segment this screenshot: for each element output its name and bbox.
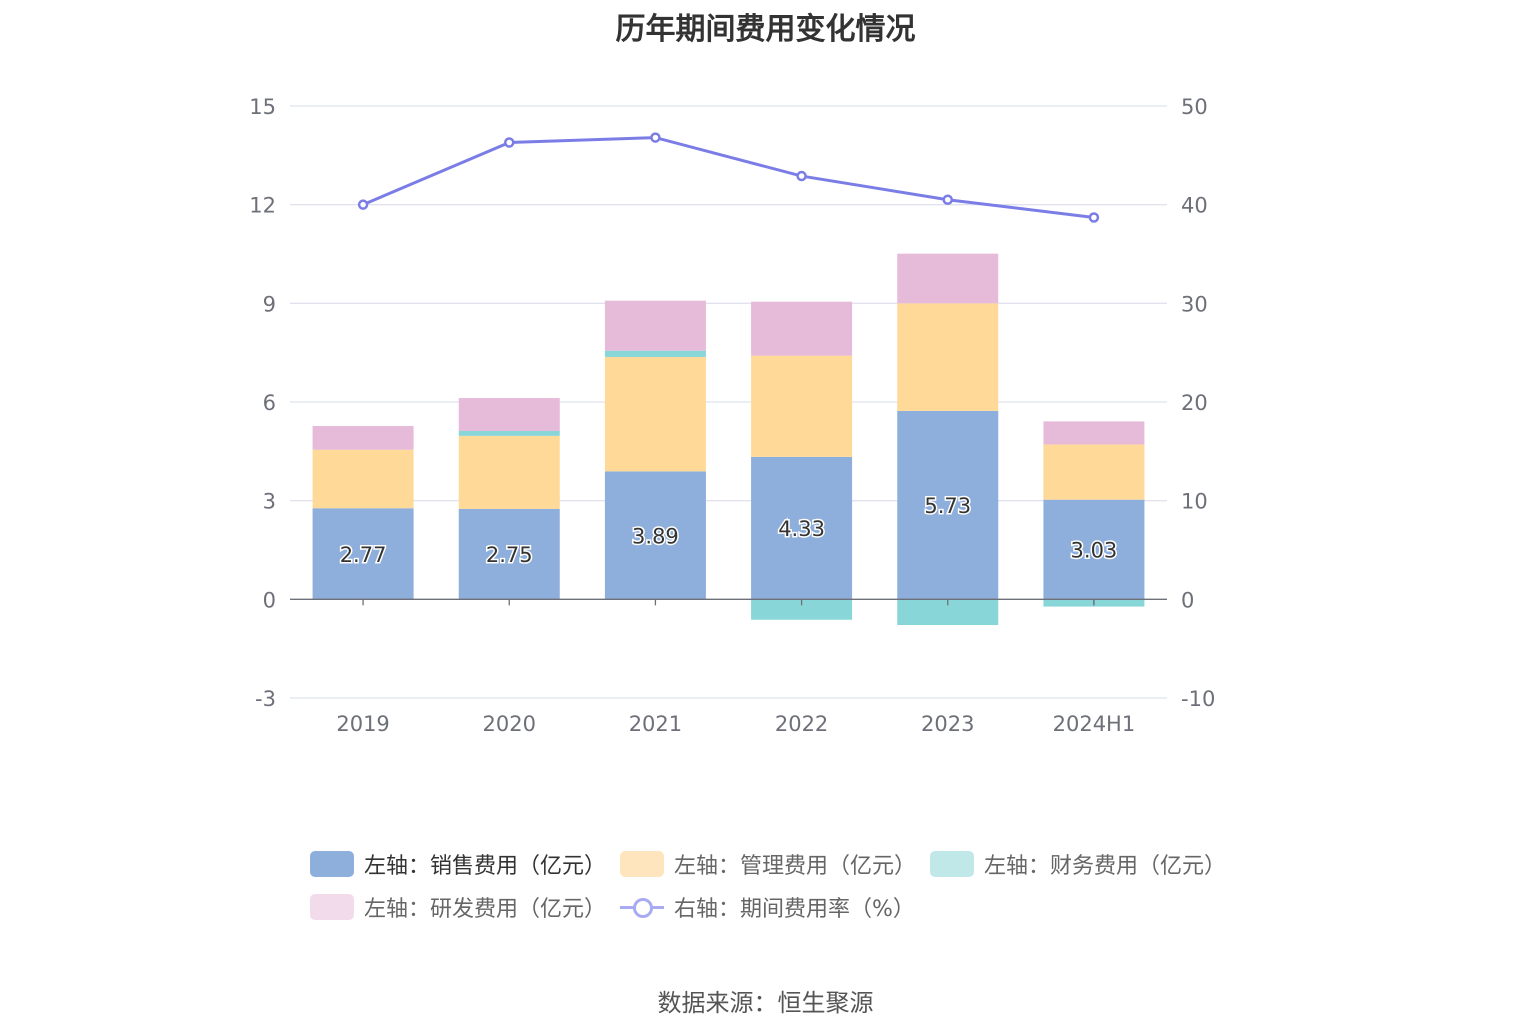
legend-label-finance: 左轴：财务费用（亿元）	[984, 854, 1227, 879]
left-axis-tick-label: 12	[249, 194, 276, 218]
expense-ratio-point	[942, 194, 953, 205]
legend-label-admin: 左轴：管理费用（亿元）	[674, 854, 917, 879]
expense-ratio-point	[504, 137, 515, 148]
legend-label-rnd: 左轴：研发费用（亿元）	[364, 897, 607, 922]
right-axis-tick-label: 0	[1181, 588, 1194, 612]
bar-1-2024H1	[1043, 444, 1145, 500]
right-axis-tick-label: -10	[1181, 687, 1215, 711]
x-axis-label: 2021	[629, 712, 682, 736]
bar-3-2021	[604, 300, 706, 351]
bar-0-2023	[897, 410, 999, 600]
legend-swatch-admin	[620, 851, 664, 877]
x-axis-label: 2022	[775, 712, 828, 736]
legend-item-finance[interactable]: 左轴：财务费用（亿元）	[930, 848, 1226, 880]
bar-1-2019	[312, 449, 414, 509]
bar-3-2024H1	[1043, 421, 1145, 445]
expense-ratio-point	[796, 170, 807, 182]
legend-swatch-sales	[310, 851, 354, 877]
x-axis-label: 2023	[921, 712, 974, 736]
legend-item-sales[interactable]: 左轴：销售费用（亿元）	[310, 848, 606, 880]
left-axis-tick-label: 15	[249, 95, 276, 119]
left-axis-tick-label: 3	[263, 490, 276, 514]
right-axis-tick-label: 30	[1181, 292, 1208, 316]
data-label-sales: 3.03	[1071, 539, 1118, 563]
data-label-sales: 5.73	[924, 494, 971, 518]
data-label-sales: 2.75	[486, 543, 533, 567]
bar-3-2022	[751, 301, 853, 356]
bar-0-2024H1	[1043, 499, 1145, 600]
legend-swatch-finance	[930, 851, 974, 877]
legend-item-expense-ratio[interactable]: 右轴：期间费用率（%）	[620, 891, 915, 923]
legend-swatch-rnd	[310, 894, 354, 920]
legend-swatch-expense-ratio	[620, 894, 664, 920]
bar-3-2020	[458, 398, 560, 431]
bar-3-2019	[312, 426, 414, 450]
bar-2-2020	[458, 430, 560, 436]
chart-canvas: 15 50 12 40 9 30 6 20 3 10 0 0 -3 -10 2019 2020 2021 2022…	[249, 95, 1215, 736]
right-axis-tick-label: 40	[1181, 194, 1208, 218]
bar-0-2022	[751, 456, 853, 600]
data-label-sales: 2.77	[340, 543, 387, 567]
bar-1-2021	[604, 356, 706, 472]
bar-0-2021	[604, 471, 706, 600]
bar-3-2023	[897, 253, 999, 304]
x-axis-label: 2020	[483, 712, 536, 736]
bar-2-2022	[751, 599, 853, 620]
left-axis-tick-label: 9	[263, 292, 276, 316]
bar-0-2020	[458, 508, 560, 600]
bar-1-2023	[897, 303, 999, 411]
expense-ratio-point	[357, 199, 369, 210]
right-axis-tick-label: 20	[1181, 391, 1208, 415]
data-source: 数据来源：恒生聚源	[657, 989, 874, 1017]
expense-ratio-point	[1088, 212, 1100, 223]
left-axis-tick-label: 6	[263, 391, 276, 415]
data-label-sales: 4.33	[778, 517, 825, 541]
legend-label-sales: 左轴：销售费用（亿元）	[364, 854, 607, 879]
bar-1-2022	[751, 355, 853, 457]
bar-2-2021	[604, 350, 706, 357]
data-label-sales: 3.89	[632, 524, 679, 548]
legend-label-expense-ratio: 右轴：期间费用率（%）	[674, 897, 915, 922]
right-axis-tick-label: 50	[1181, 95, 1208, 119]
legend-item-admin[interactable]: 左轴：管理费用（亿元）	[620, 848, 916, 880]
x-axis-label: 2019	[336, 712, 389, 736]
legend-item-rnd[interactable]: 左轴：研发费用（亿元）	[310, 891, 606, 923]
bar-0-2019	[312, 508, 414, 600]
left-axis-tick-label: 0	[263, 588, 276, 612]
left-axis-tick-label: -3	[255, 687, 276, 711]
chart-title: 历年期间费用变化情况	[615, 12, 916, 47]
right-axis-tick-label: 10	[1181, 490, 1208, 514]
x-axis-label: 2024H1	[1053, 712, 1136, 736]
bar-1-2020	[458, 435, 560, 509]
expense-ratio-point	[650, 132, 661, 143]
expense-ratio-line	[362, 136, 1095, 219]
